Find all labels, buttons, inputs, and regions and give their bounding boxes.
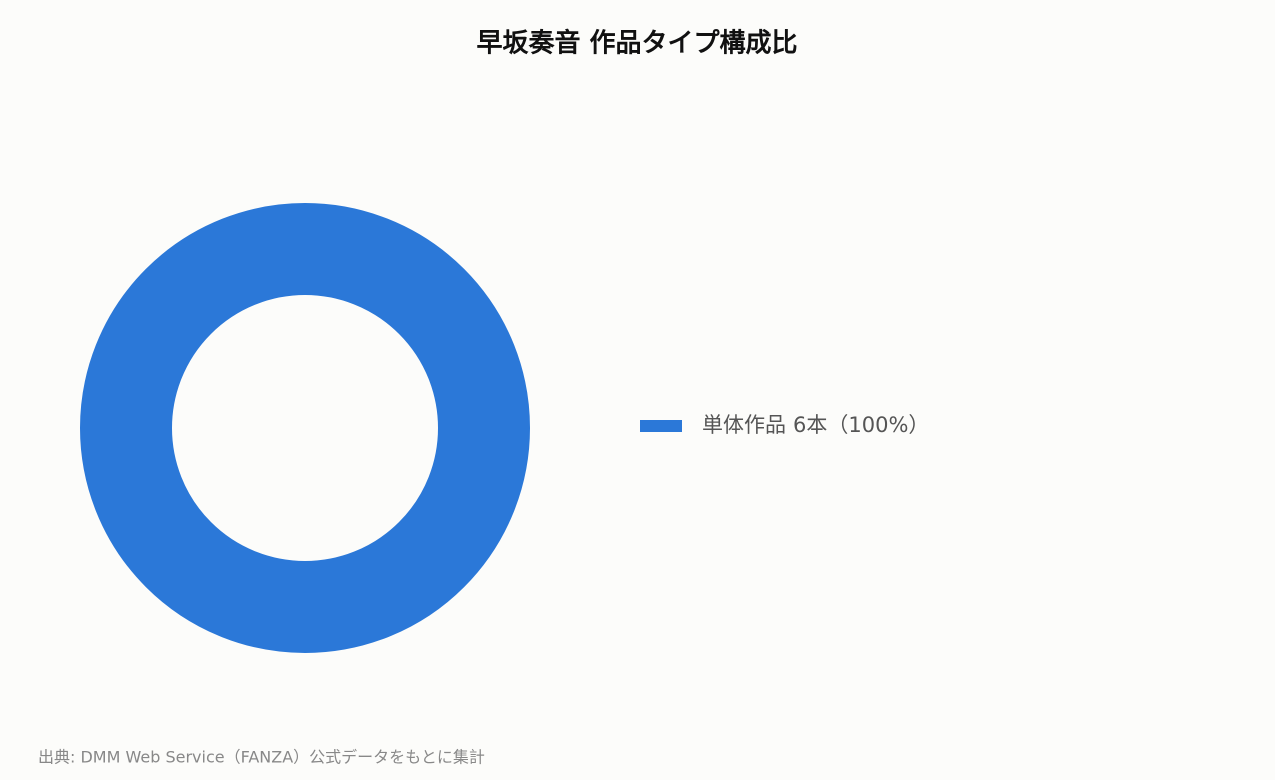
chart-title: 早坂奏音 作品タイプ構成比	[476, 28, 797, 59]
legend-category: 単体作品	[702, 413, 786, 437]
legend-swatch	[640, 420, 682, 432]
legend-value: 6本（100%）	[793, 413, 929, 437]
source-note: 出典: DMM Web Service（FANZA）公式データをもとに集計	[38, 748, 485, 767]
donut-slice	[80, 203, 530, 653]
legend-label: 単体作品 6本（100%）	[702, 413, 929, 437]
